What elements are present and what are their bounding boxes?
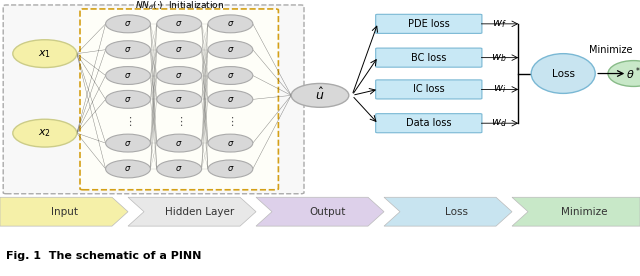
Ellipse shape: [106, 15, 150, 33]
Ellipse shape: [157, 67, 202, 84]
Text: $\sigma$: $\sigma$: [227, 164, 234, 173]
Text: $\sigma$: $\sigma$: [175, 164, 183, 173]
Ellipse shape: [608, 61, 640, 86]
Polygon shape: [128, 197, 256, 226]
Text: $\sigma$: $\sigma$: [227, 95, 234, 104]
Text: Data loss: Data loss: [406, 118, 452, 128]
Ellipse shape: [106, 67, 150, 84]
FancyBboxPatch shape: [376, 14, 482, 33]
Text: $x_2$: $x_2$: [38, 127, 51, 139]
Polygon shape: [0, 197, 128, 226]
Text: $x_1$: $x_1$: [38, 48, 51, 60]
Ellipse shape: [157, 134, 202, 152]
Text: $\vdots$: $\vdots$: [124, 115, 132, 128]
Polygon shape: [256, 197, 384, 226]
Text: Minimize: Minimize: [589, 45, 633, 55]
Ellipse shape: [157, 15, 202, 33]
FancyBboxPatch shape: [376, 48, 482, 67]
Ellipse shape: [106, 41, 150, 59]
Text: Loss: Loss: [552, 68, 575, 79]
Text: $\vdots$: $\vdots$: [227, 115, 234, 128]
Text: $\sigma$: $\sigma$: [175, 19, 183, 28]
Text: $\sigma$: $\sigma$: [175, 71, 183, 80]
Text: Loss: Loss: [445, 207, 467, 217]
Text: $\sigma$: $\sigma$: [227, 19, 234, 28]
Text: $w_d$: $w_d$: [491, 117, 508, 129]
Text: $\sigma$: $\sigma$: [124, 95, 132, 104]
Text: $\vdots$: $\vdots$: [175, 115, 183, 128]
Text: $\sigma$: $\sigma$: [227, 71, 234, 80]
Ellipse shape: [106, 134, 150, 152]
Text: $\sigma$: $\sigma$: [124, 164, 132, 173]
Text: BC loss: BC loss: [411, 53, 447, 63]
Text: $\theta^*$: $\theta^*$: [627, 65, 640, 82]
Text: $\sigma$: $\sigma$: [227, 139, 234, 148]
Text: $\sigma$: $\sigma$: [124, 71, 132, 80]
Ellipse shape: [157, 91, 202, 108]
Text: Input: Input: [51, 207, 77, 217]
Text: $\sigma$: $\sigma$: [175, 139, 183, 148]
Text: $\hat{u}$: $\hat{u}$: [316, 87, 324, 104]
Text: $NN_\theta(\cdot)$  Initialization: $NN_\theta(\cdot)$ Initialization: [134, 0, 224, 12]
Ellipse shape: [106, 91, 150, 108]
FancyBboxPatch shape: [80, 9, 278, 190]
Text: $\sigma$: $\sigma$: [175, 95, 183, 104]
Text: Output: Output: [310, 207, 346, 217]
Ellipse shape: [208, 15, 253, 33]
Text: $\sigma$: $\sigma$: [124, 139, 132, 148]
Ellipse shape: [208, 67, 253, 84]
FancyBboxPatch shape: [3, 5, 304, 194]
FancyBboxPatch shape: [376, 80, 482, 99]
Ellipse shape: [157, 160, 202, 178]
Text: PDE loss: PDE loss: [408, 19, 450, 29]
Ellipse shape: [531, 54, 595, 93]
Text: Fig. 1  The schematic of a PINN: Fig. 1 The schematic of a PINN: [6, 251, 202, 261]
Ellipse shape: [13, 40, 77, 68]
Polygon shape: [384, 197, 512, 226]
FancyBboxPatch shape: [376, 114, 482, 133]
Ellipse shape: [208, 41, 253, 59]
Ellipse shape: [208, 91, 253, 108]
Text: $\sigma$: $\sigma$: [227, 45, 234, 54]
Ellipse shape: [13, 119, 77, 147]
Text: Minimize: Minimize: [561, 207, 607, 217]
Ellipse shape: [208, 134, 253, 152]
Text: Hidden Layer: Hidden Layer: [165, 207, 235, 217]
Text: $\sigma$: $\sigma$: [175, 45, 183, 54]
Text: $w_b$: $w_b$: [492, 52, 507, 63]
Polygon shape: [512, 197, 640, 226]
Ellipse shape: [208, 160, 253, 178]
Text: $w_i$: $w_i$: [493, 84, 506, 95]
Ellipse shape: [157, 41, 202, 59]
Text: IC loss: IC loss: [413, 84, 445, 94]
Ellipse shape: [106, 160, 150, 178]
Text: $\sigma$: $\sigma$: [124, 45, 132, 54]
Text: $w_f$: $w_f$: [492, 18, 507, 30]
Text: $\sigma$: $\sigma$: [124, 19, 132, 28]
Ellipse shape: [291, 83, 349, 107]
